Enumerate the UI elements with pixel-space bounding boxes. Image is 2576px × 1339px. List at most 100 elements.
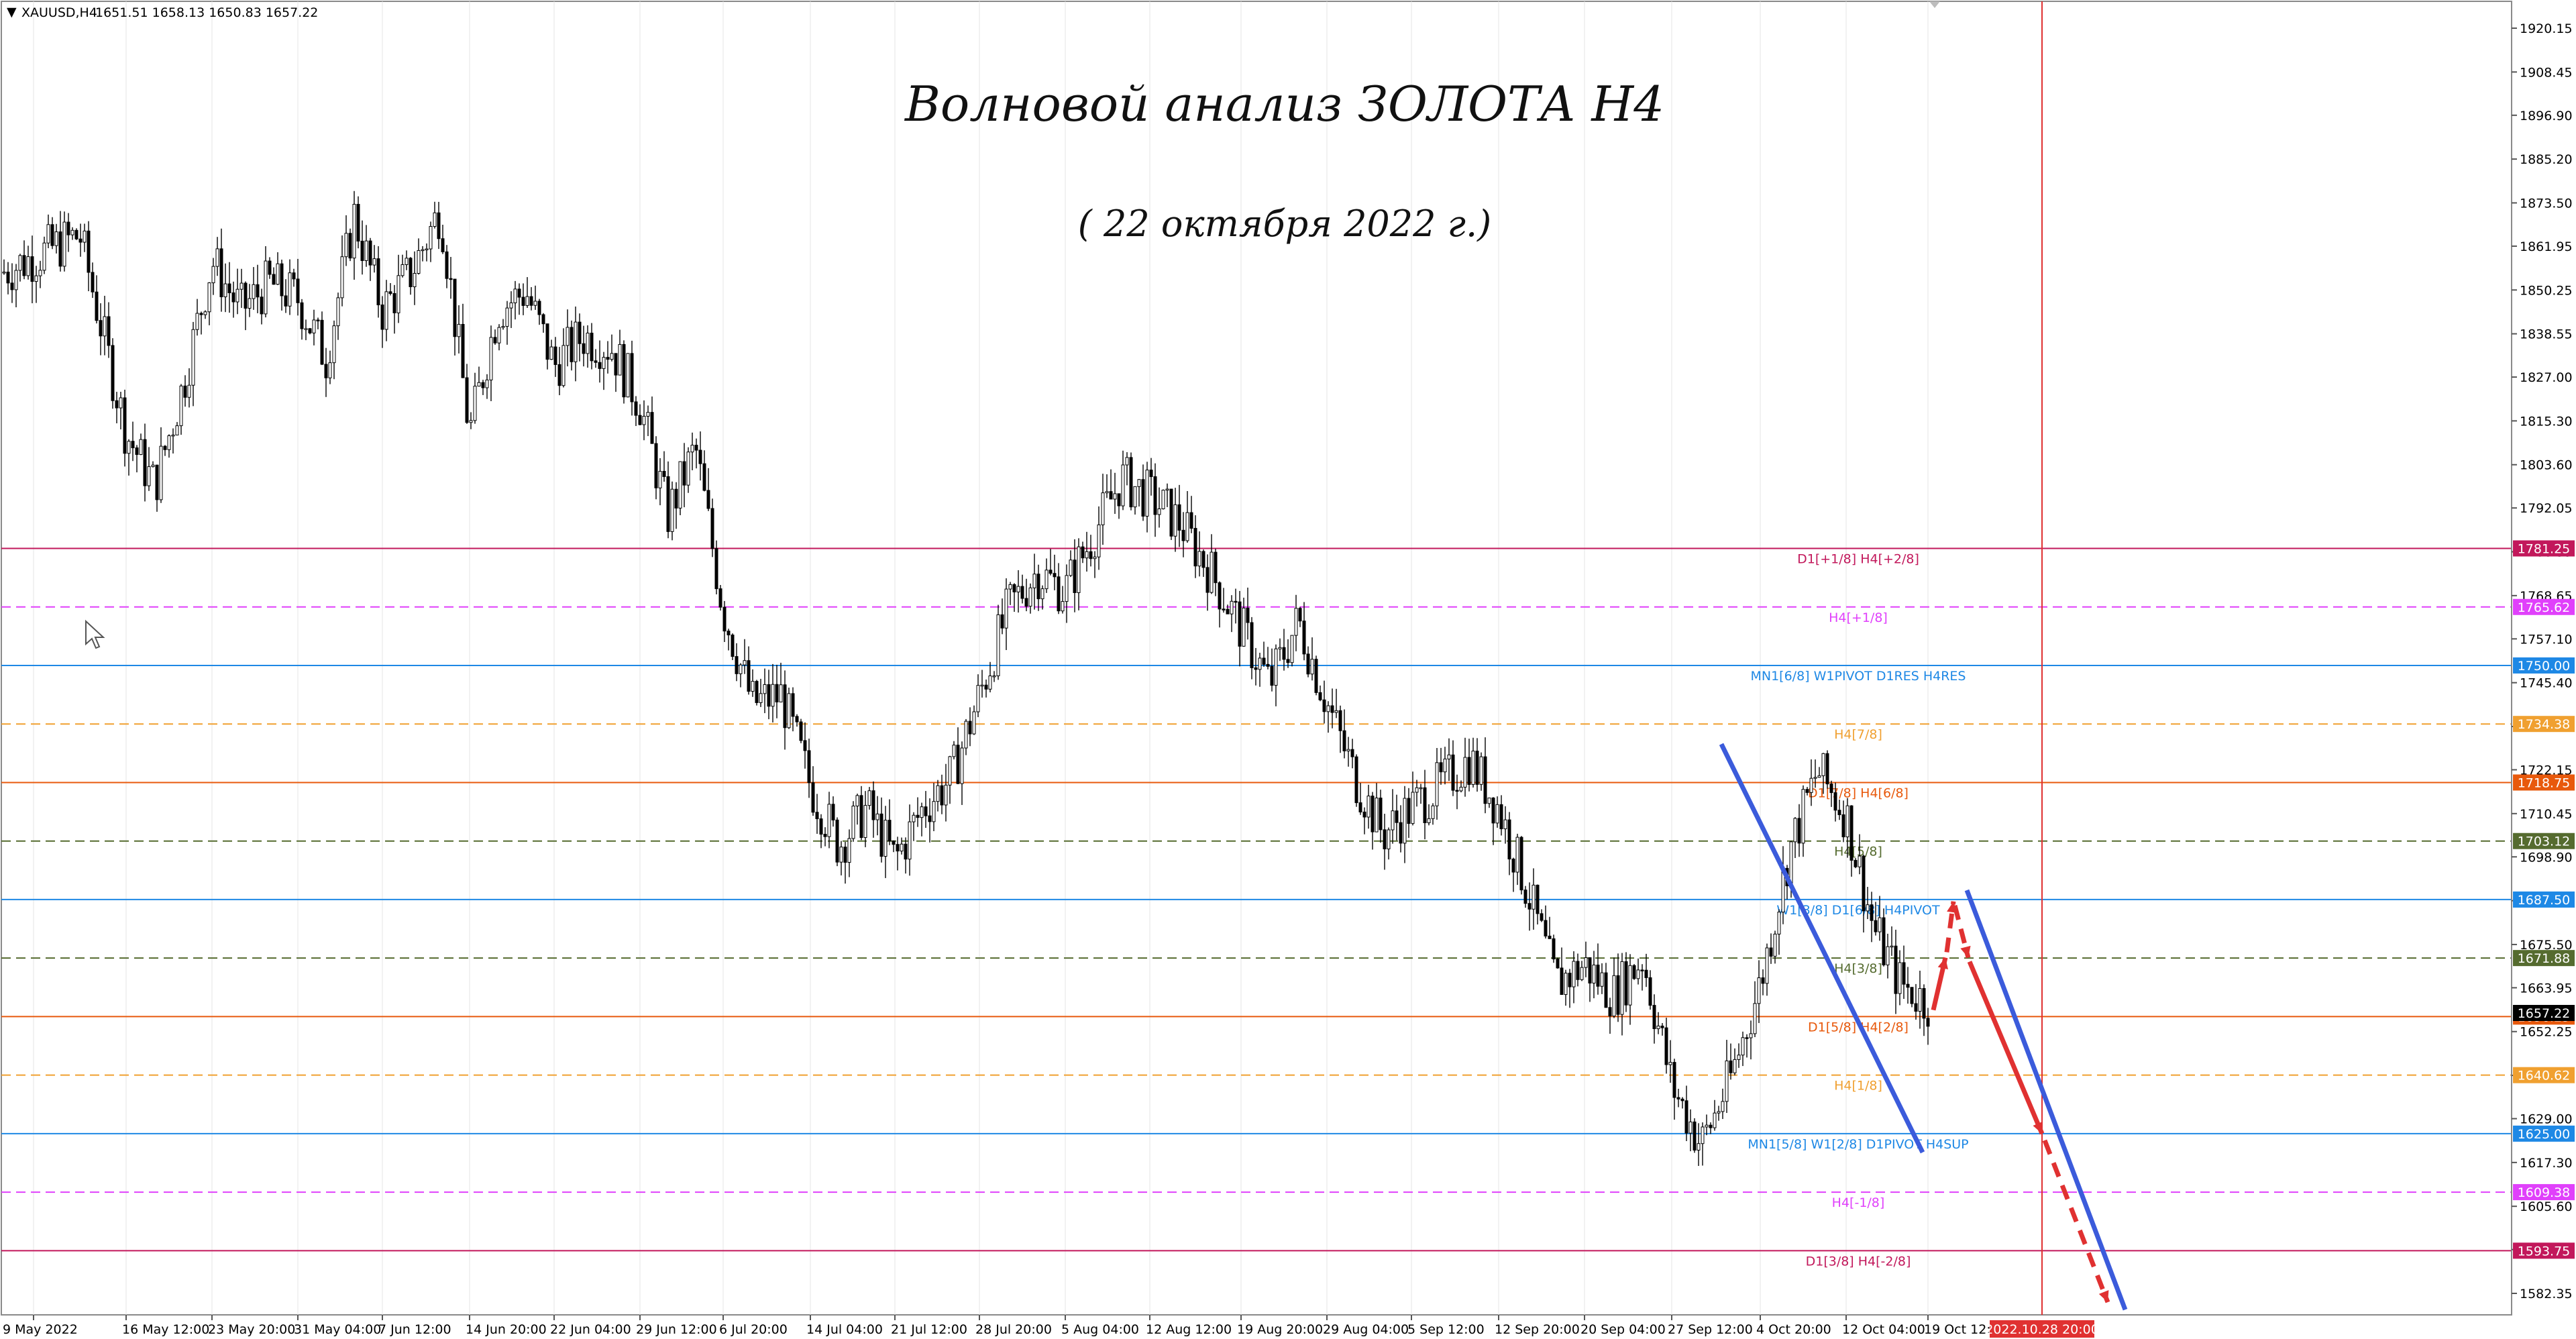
candle-body	[1636, 969, 1640, 979]
candle-body	[284, 295, 288, 307]
level-price-tag	[2513, 716, 2575, 733]
price-tick-label: 1838.55	[2520, 327, 2573, 342]
mouse-cursor-icon	[85, 619, 105, 649]
candle-body	[908, 821, 912, 860]
candle-body	[10, 282, 14, 290]
ohlc-readout: 1651.51 1658.13 1650.83 1657.22	[95, 5, 318, 20]
candle-body	[1032, 574, 1036, 588]
price-axis[interactable]: 1920.15 1908.45 1896.90 1885.20 1873.50 1861.…	[2511, 1, 2575, 1315]
candle-body	[992, 675, 996, 678]
candle-body	[783, 684, 787, 729]
candle-body	[143, 439, 147, 486]
candle-body	[6, 272, 10, 284]
candle-body	[835, 819, 839, 863]
forecast-arrow-up-dashed	[1944, 901, 1956, 953]
candle-body	[78, 238, 83, 243]
candle-body	[1016, 586, 1020, 592]
candle-body	[1346, 749, 1350, 751]
candle-body	[827, 804, 831, 837]
candle-body	[1616, 975, 1620, 1015]
candle-body	[1503, 819, 1507, 829]
candle-body	[1544, 920, 1548, 936]
price-tick-label: 1652.25	[2520, 1025, 2573, 1040]
candle-body	[304, 328, 308, 330]
candle-body	[219, 248, 223, 297]
candle-body	[1141, 479, 1145, 517]
candle-body	[1403, 798, 1407, 844]
candle-body	[586, 332, 590, 354]
candle-body	[622, 343, 626, 398]
candle-body	[417, 250, 421, 274]
candle-body	[1753, 1003, 1757, 1034]
candle-body	[413, 272, 417, 287]
candle-body	[618, 343, 622, 376]
candle-body	[1737, 1055, 1741, 1060]
candle-body	[312, 319, 316, 333]
candle-body	[95, 291, 99, 321]
candle-body	[457, 323, 461, 337]
candle-body	[1890, 945, 1894, 948]
candle-body	[1165, 488, 1169, 491]
candle-body	[1028, 587, 1032, 607]
candle-body	[239, 282, 244, 290]
candle-body	[400, 264, 405, 276]
level-label: H4[1/8]	[1834, 1079, 1882, 1093]
candle-body	[252, 284, 256, 299]
candle-body	[1077, 546, 1081, 593]
candle-body	[46, 224, 50, 244]
candle-body	[1153, 476, 1157, 515]
candle-body	[445, 251, 449, 279]
candle-body	[1664, 1027, 1668, 1065]
candle-body	[1157, 508, 1161, 515]
candle-body	[344, 233, 348, 258]
candle-body	[1121, 464, 1125, 506]
candle-body	[425, 248, 429, 251]
candle-body	[135, 447, 139, 456]
candle-body	[1379, 798, 1383, 831]
candle-body	[34, 275, 38, 282]
forecast-arrow-down-dashed	[1952, 904, 1971, 959]
candle-body	[521, 297, 525, 306]
candle-body	[437, 212, 441, 239]
candle-body	[1592, 964, 1596, 983]
candle-body	[388, 291, 392, 294]
candle-body	[1101, 492, 1105, 525]
candle-body	[513, 288, 517, 303]
candle-body	[1326, 705, 1330, 712]
candle-body	[670, 488, 674, 532]
candle-body	[18, 255, 22, 271]
candle-body	[465, 377, 469, 423]
candle-body	[598, 362, 602, 369]
candle-body	[300, 302, 304, 329]
candle-body	[751, 681, 755, 692]
symbol-dropdown-icon[interactable]: ▼	[7, 5, 17, 19]
candle-body	[875, 813, 879, 820]
time-tick-label: 19 Aug 20:00	[1237, 1322, 1323, 1337]
symbol-label: XAUUSD,H4	[21, 5, 97, 20]
candle-body	[1854, 859, 1858, 867]
candle-body	[1773, 933, 1777, 957]
candle-body	[722, 606, 727, 632]
candle-body	[26, 256, 30, 276]
candle-body	[433, 212, 437, 227]
level-label: H4[-1/8]	[1832, 1195, 1885, 1210]
candle-body	[553, 346, 557, 365]
candle-body	[1793, 818, 1797, 843]
grid-lines	[33, 1, 1929, 1315]
candle-body	[1656, 1025, 1660, 1029]
time-tick-label: 20 Sep 04:00	[1580, 1322, 1666, 1337]
candle-body	[66, 221, 70, 235]
candle-body	[256, 284, 260, 298]
time-tick-label: 12 Oct 04:00	[1842, 1322, 1925, 1337]
price-tick-label: 1920.15	[2520, 21, 2573, 36]
candle-body	[570, 327, 574, 362]
candle-body	[855, 795, 859, 806]
candle-body	[674, 488, 678, 508]
candle-body	[1898, 962, 1902, 994]
candle-body	[1242, 607, 1246, 647]
candle-body	[698, 449, 702, 464]
candle-body	[1455, 790, 1459, 792]
